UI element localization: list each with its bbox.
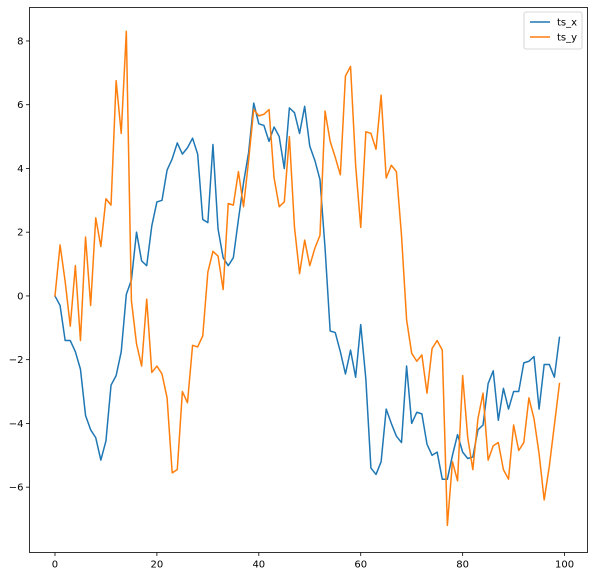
y-tick-label: −4 (9, 419, 24, 430)
plot-frame (29, 7, 588, 553)
ticks-layer: 0 20 40 60 80 100 −6 −4 −2 0 2 4 6 8 (9, 36, 574, 570)
x-tick-label: 0 (52, 560, 58, 571)
y-tick-label: −6 (9, 483, 24, 494)
legend-label-ts_y: ts_y (557, 33, 577, 44)
y-tick-label: 4 (17, 164, 23, 175)
series-layer (53, 30, 561, 527)
x-tick-label: 60 (354, 560, 367, 571)
x-tick-label: 40 (252, 560, 265, 571)
series-line-ts_y (54, 30, 561, 527)
y-tick-label: 0 (17, 291, 23, 302)
y-tick-label: 8 (17, 36, 23, 47)
legend-label-ts_x: ts_x (557, 18, 577, 29)
legend: ts_x ts_y (523, 11, 583, 50)
x-tick-label: 20 (151, 560, 164, 571)
x-tick-label: 100 (555, 560, 574, 571)
x-tick-label: 80 (456, 560, 469, 571)
y-tick-label: 2 (17, 228, 23, 239)
y-tick-label: −2 (9, 355, 24, 366)
y-tick-label: 6 (17, 100, 23, 111)
